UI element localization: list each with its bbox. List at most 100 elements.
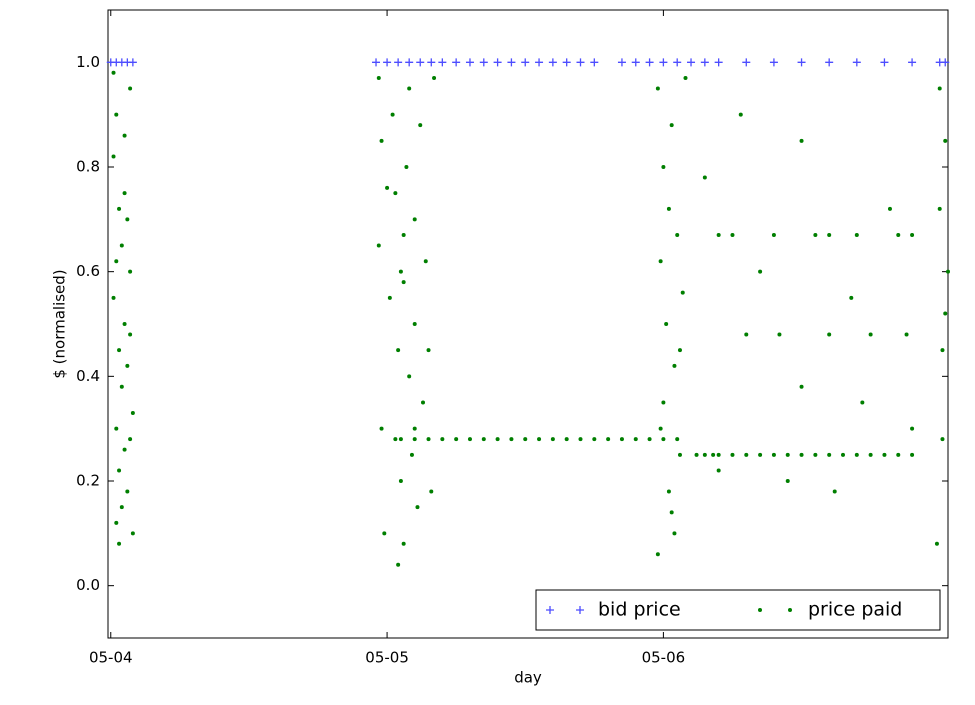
dot-marker [398, 269, 403, 274]
dot-marker [940, 348, 945, 353]
dot-marker [114, 259, 119, 264]
plus-marker [394, 58, 403, 67]
dot-marker [937, 206, 942, 211]
dot-marker [379, 426, 384, 431]
y-axis-label: $ (normalised) [51, 269, 69, 378]
dot-marker [382, 531, 387, 536]
dot-marker [509, 437, 514, 442]
dot-marker [694, 452, 699, 457]
dot-marker [119, 243, 124, 248]
dot-marker [128, 86, 133, 91]
plus-marker [372, 58, 381, 67]
dot-marker [860, 400, 865, 405]
dot-marker [379, 138, 384, 143]
dot-marker [669, 123, 674, 128]
dot-marker [813, 233, 818, 238]
dot-marker [758, 269, 763, 274]
y-tick-label: 1.0 [76, 53, 100, 71]
dot-marker [672, 531, 677, 536]
dot-marker [910, 426, 915, 431]
dot-marker [666, 489, 671, 494]
dot-marker [677, 348, 682, 353]
plus-marker [562, 58, 571, 67]
dot-marker [799, 138, 804, 143]
plus-marker [825, 58, 834, 67]
dot-marker [401, 541, 406, 546]
dot-marker [896, 452, 901, 457]
dot-marker [606, 437, 611, 442]
dot-marker [943, 138, 948, 143]
plus-marker [852, 58, 861, 67]
plus-marker [700, 58, 709, 67]
dot-marker [407, 374, 412, 379]
dot-marker [412, 426, 417, 431]
plus-marker [405, 58, 414, 67]
dot-marker [409, 452, 414, 457]
dot-marker [401, 233, 406, 238]
dot-marker [675, 233, 680, 238]
dot-marker [404, 165, 409, 169]
y-tick-label: 0.6 [76, 262, 100, 280]
x-axis-label: day [514, 669, 542, 687]
dot-marker [117, 541, 122, 546]
dot-marker [744, 452, 749, 457]
plus-marker [687, 58, 696, 67]
dot-marker [675, 437, 680, 442]
dot-marker [114, 426, 119, 431]
dot-marker [412, 217, 417, 222]
dot-marker [841, 452, 845, 457]
dot-marker [495, 437, 500, 442]
dot-marker [128, 437, 133, 442]
x-tick-label: 05-04 [89, 649, 133, 667]
plus-marker [576, 606, 584, 614]
dot-marker [619, 437, 624, 442]
legend-label: bid price [598, 599, 681, 621]
dot-marker [387, 295, 392, 300]
plus-marker [631, 58, 640, 67]
dot-marker [854, 233, 859, 238]
dot-marker [849, 295, 854, 300]
dot-marker [868, 452, 873, 457]
dot-marker [910, 452, 915, 457]
dot-marker [130, 410, 135, 415]
dot-marker [454, 437, 459, 442]
dot-marker [537, 437, 542, 442]
dot-marker [117, 206, 122, 211]
dot-marker [680, 290, 685, 295]
dot-marker [677, 452, 682, 457]
dot-marker [119, 505, 124, 510]
dot-marker [744, 332, 749, 337]
dot-marker [117, 348, 122, 353]
dot-marker [592, 437, 597, 442]
dot-marker [122, 133, 127, 138]
dot-marker [716, 452, 721, 457]
dot-marker [711, 452, 716, 457]
dot-marker [376, 76, 381, 81]
dot-marker [125, 363, 130, 368]
x-tick-label: 05-06 [642, 649, 686, 667]
dot-marker [937, 86, 942, 91]
plus-marker [383, 58, 392, 67]
dot-marker [934, 541, 939, 546]
dot-marker [896, 233, 901, 238]
dot-marker [771, 452, 776, 457]
dot-marker [683, 76, 688, 81]
dot-marker [426, 348, 431, 353]
x-tick-label: 05-05 [365, 649, 409, 667]
dot-marker [111, 295, 116, 300]
dot-marker [393, 191, 398, 196]
plus-marker [521, 58, 530, 67]
dot-marker [738, 112, 743, 117]
dot-marker [716, 233, 721, 238]
dot-marker [423, 259, 428, 264]
dot-marker [813, 452, 818, 457]
dot-marker [661, 437, 666, 442]
y-tick-label: 0.4 [76, 367, 100, 385]
dot-marker [647, 437, 652, 442]
dot-marker [401, 280, 406, 285]
dot-marker [716, 468, 721, 473]
dot-marker [910, 233, 915, 238]
dot-marker [771, 233, 776, 238]
plus-marker [546, 606, 554, 614]
dot-marker [114, 520, 119, 525]
